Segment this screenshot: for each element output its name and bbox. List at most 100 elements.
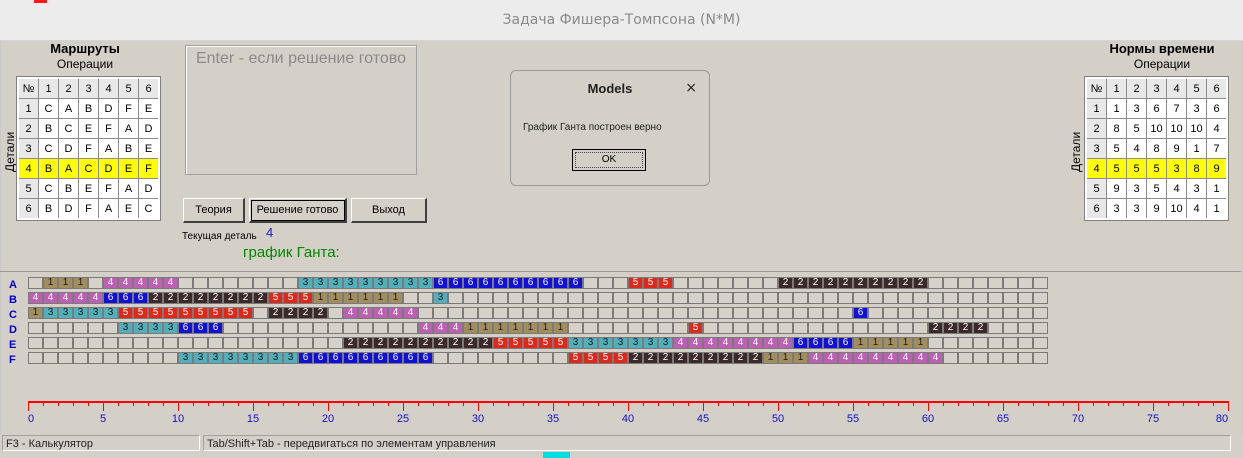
- gantt-cell-job-2: 2: [343, 337, 358, 349]
- gantt-cell-empty: [898, 307, 913, 319]
- routes-cell: F: [98, 118, 119, 139]
- current-detail-label: Текущая деталь: [182, 231, 257, 242]
- gantt-cell-job-6: 6: [103, 292, 118, 304]
- gantt-cell-empty: [943, 292, 958, 304]
- axis-tick: [958, 401, 959, 406]
- gantt-cell-empty: [448, 292, 463, 304]
- gantt-cell-empty: [493, 292, 508, 304]
- gantt-cell-empty: [1018, 292, 1033, 304]
- gantt-cell-job-3: 3: [133, 322, 148, 334]
- routes-cell: F: [78, 138, 99, 159]
- times-cell: 8: [1106, 118, 1127, 139]
- gantt-cell-job-2: 2: [958, 322, 973, 334]
- times-cell: 9: [1206, 158, 1228, 179]
- gantt-cell-empty: [103, 352, 118, 364]
- axis-tick: [343, 401, 344, 406]
- gantt-cell-empty: [508, 292, 523, 304]
- gantt-cell-job-4: 4: [928, 352, 943, 364]
- axis-tick: [583, 401, 584, 406]
- gantt-cell-empty: [478, 352, 493, 364]
- gantt-cell-empty: [613, 292, 628, 304]
- axis-tick: [793, 401, 794, 406]
- gantt-cell-job-1: 1: [538, 322, 553, 334]
- gantt-cell-empty: [358, 322, 373, 334]
- axis-tick: [568, 401, 569, 406]
- times-cell: 6: [1085, 198, 1107, 220]
- gantt-cell-job-6: 6: [568, 277, 583, 289]
- gantt-machine-label: E: [9, 339, 17, 351]
- gantt-cell-job-4: 4: [778, 337, 793, 349]
- gantt-cell-job-6: 6: [853, 307, 868, 319]
- gantt-cell-job-3: 3: [73, 307, 88, 319]
- gantt-cell-empty: [1018, 307, 1033, 319]
- gantt-cell-job-5: 5: [583, 352, 598, 364]
- axis-tick: [988, 401, 989, 406]
- gantt-cell-empty: [988, 322, 1003, 334]
- gantt-cell-empty: [838, 292, 853, 304]
- gantt-cell-empty: [868, 322, 883, 334]
- axis-tick: [403, 401, 404, 411]
- gantt-cell-job-1: 1: [523, 322, 538, 334]
- gantt-cell-job-3: 3: [568, 337, 583, 349]
- gantt-cell-empty: [58, 337, 73, 349]
- gantt-cell-job-3: 3: [613, 337, 628, 349]
- gantt-cell-job-4: 4: [148, 277, 163, 289]
- gantt-cell-empty: [388, 322, 403, 334]
- exit-button[interactable]: Выход: [351, 198, 427, 223]
- gantt-cell-empty: [178, 277, 193, 289]
- gantt-cell-job-5: 5: [598, 352, 613, 364]
- gantt-cell-job-6: 6: [118, 292, 133, 304]
- gantt-cell-job-6: 6: [838, 337, 853, 349]
- gantt-cell-job-3: 3: [238, 352, 253, 364]
- close-icon[interactable]: ×: [685, 80, 697, 96]
- gantt-cell-empty: [193, 277, 208, 289]
- times-cell: 7: [1206, 138, 1228, 159]
- gantt-cell-job-5: 5: [133, 307, 148, 319]
- axis-tick: [358, 401, 359, 406]
- gantt-cell-job-4: 4: [433, 322, 448, 334]
- theory-button[interactable]: Теория: [183, 198, 245, 223]
- gantt-cell-job-3: 3: [403, 277, 418, 289]
- routes-cell: D: [138, 118, 160, 139]
- gantt-cell-empty: [313, 337, 328, 349]
- gantt-cell-job-1: 1: [478, 322, 493, 334]
- gantt-cell-job-4: 4: [133, 277, 148, 289]
- gantt-cell-empty: [613, 277, 628, 289]
- gantt-cell-job-2: 2: [868, 277, 883, 289]
- gantt-cell-empty: [628, 292, 643, 304]
- gantt-cell-job-6: 6: [418, 352, 433, 364]
- gantt-cell-job-5: 5: [643, 277, 658, 289]
- hint-box: Enter - если решение готово: [185, 45, 417, 175]
- gantt-cell-job-3: 3: [358, 277, 373, 289]
- gantt-cell-empty: [463, 307, 478, 319]
- gantt-cell-job-2: 2: [883, 277, 898, 289]
- status-left: F3 - Калькулятор: [2, 435, 200, 451]
- gantt-cell-empty: [538, 307, 553, 319]
- axis-tick-label: 55: [846, 413, 860, 425]
- axis-tick: [523, 401, 524, 406]
- gantt-cell-empty: [223, 322, 238, 334]
- gantt-cell-job-3: 3: [43, 307, 58, 319]
- axis-tick: [808, 401, 809, 406]
- gantt-cell-empty: [838, 322, 853, 334]
- axis-tick: [1063, 401, 1064, 406]
- gantt-cell-job-4: 4: [883, 352, 898, 364]
- gantt-cell-job-6: 6: [328, 352, 343, 364]
- axis-tick: [43, 401, 44, 406]
- gantt-cell-empty: [718, 307, 733, 319]
- gantt-cell-job-4: 4: [28, 292, 43, 304]
- gantt-cell-job-2: 2: [943, 322, 958, 334]
- gantt-cell-empty: [118, 352, 133, 364]
- status-right: Tab/Shift+Tab - передвигаться по элемент…: [203, 435, 1231, 451]
- axis-tick: [703, 401, 704, 411]
- gantt-cell-job-3: 3: [628, 337, 643, 349]
- gantt-cell-job-2: 2: [178, 292, 193, 304]
- gantt-cell-empty: [1003, 292, 1018, 304]
- ok-button[interactable]: OK: [572, 149, 646, 171]
- routes-cell: E: [118, 158, 139, 179]
- axis-tick: [328, 401, 329, 411]
- routes-cell: F: [98, 178, 119, 199]
- gantt-cell-job-3: 3: [418, 277, 433, 289]
- solution-ready-button[interactable]: Решение готово: [249, 198, 347, 223]
- axis-tick: [898, 401, 899, 406]
